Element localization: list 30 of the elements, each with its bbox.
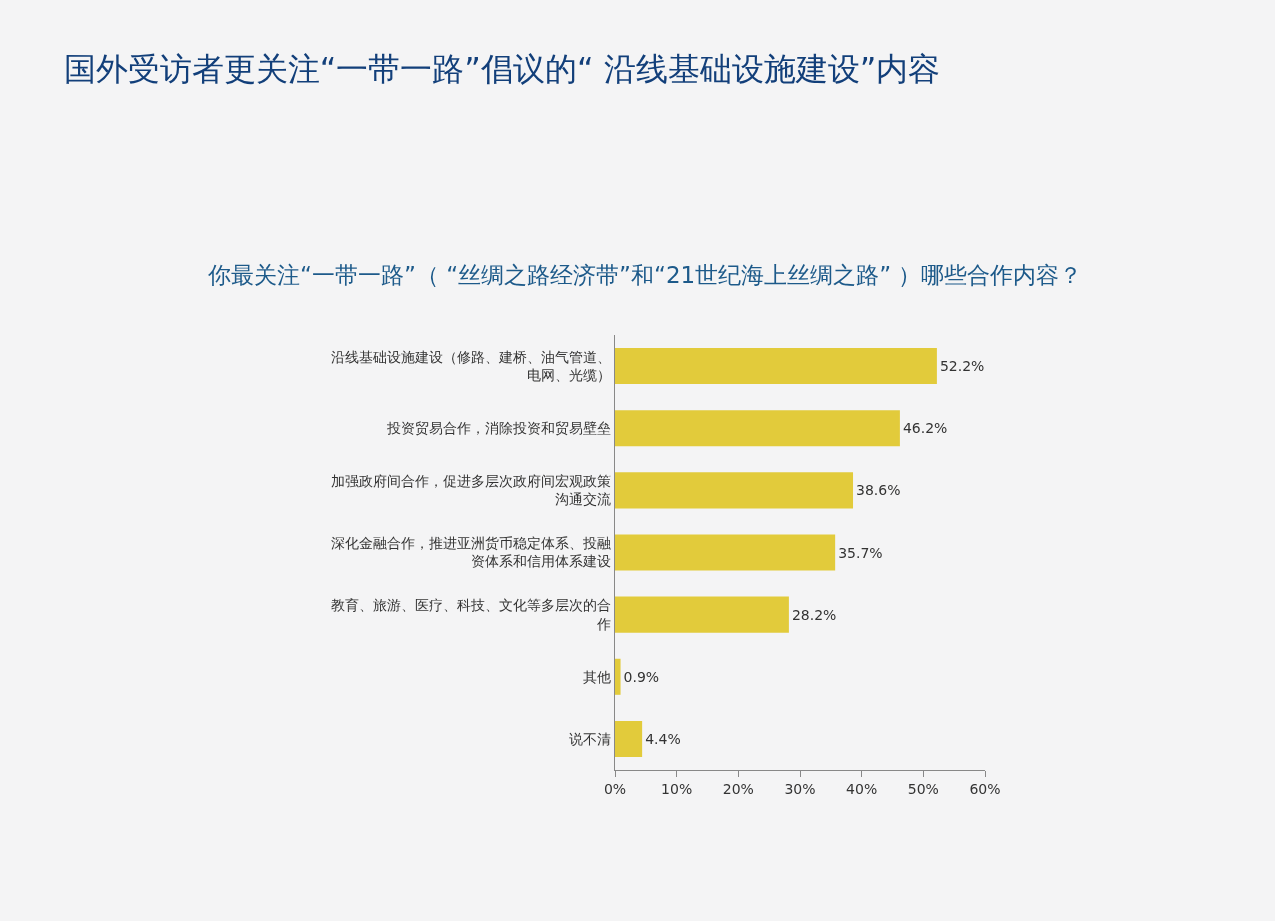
data-label: 0.9%: [623, 668, 660, 685]
x-tick-label: 0%: [603, 780, 627, 797]
data-label: 52.2%: [939, 358, 985, 375]
chart-title: 国外受访者更关注“一带一路”倡议的“ 沿线基础设施建设”内容: [63, 50, 941, 89]
x-tick-label: 50%: [907, 780, 939, 797]
x-tick-label: 10%: [661, 780, 693, 797]
y-tick-label: 教育、旅游、医疗、科技、文化等多层次的合作: [331, 597, 612, 632]
y-tick-label: 投资贸易合作，消除投资和贸易壁垒: [386, 420, 612, 437]
y-tick-label: 说不清: [569, 730, 612, 747]
bar: [615, 348, 937, 385]
chart-subtitle: 你最关注“一带一路”（ “丝绸之路经济带”和“21世纪海上丝绸之路” ）哪些合作内容？: [207, 262, 1083, 288]
bar: [615, 658, 621, 695]
x-tick-label: 60%: [969, 780, 1001, 797]
bar: [615, 720, 643, 757]
bar: [615, 472, 854, 509]
bar: [615, 596, 789, 633]
data-label: 38.6%: [856, 482, 901, 499]
x-tick-label: 40%: [846, 780, 878, 797]
bar: [615, 534, 836, 571]
y-tick-label: 其他: [583, 668, 612, 685]
y-tick-label: 深化金融合作，推进亚洲货币稳定体系、投融资体系和信用体系建设: [331, 535, 612, 570]
data-label: 35.7%: [838, 544, 883, 561]
y-tick-label: 沿线基础设施建设（修路、建桥、油气管道、电网、光缆）: [331, 348, 612, 384]
data-label: 28.2%: [791, 606, 837, 623]
bar: [615, 410, 900, 447]
y-tick-label: 加强政府间合作，促进多层次政府间宏观政策沟通交流: [331, 473, 612, 508]
x-tick-label: 30%: [784, 780, 816, 797]
x-tick-label: 20%: [722, 780, 754, 797]
data-label: 4.4%: [645, 730, 681, 747]
data-label: 46.2%: [902, 420, 948, 437]
